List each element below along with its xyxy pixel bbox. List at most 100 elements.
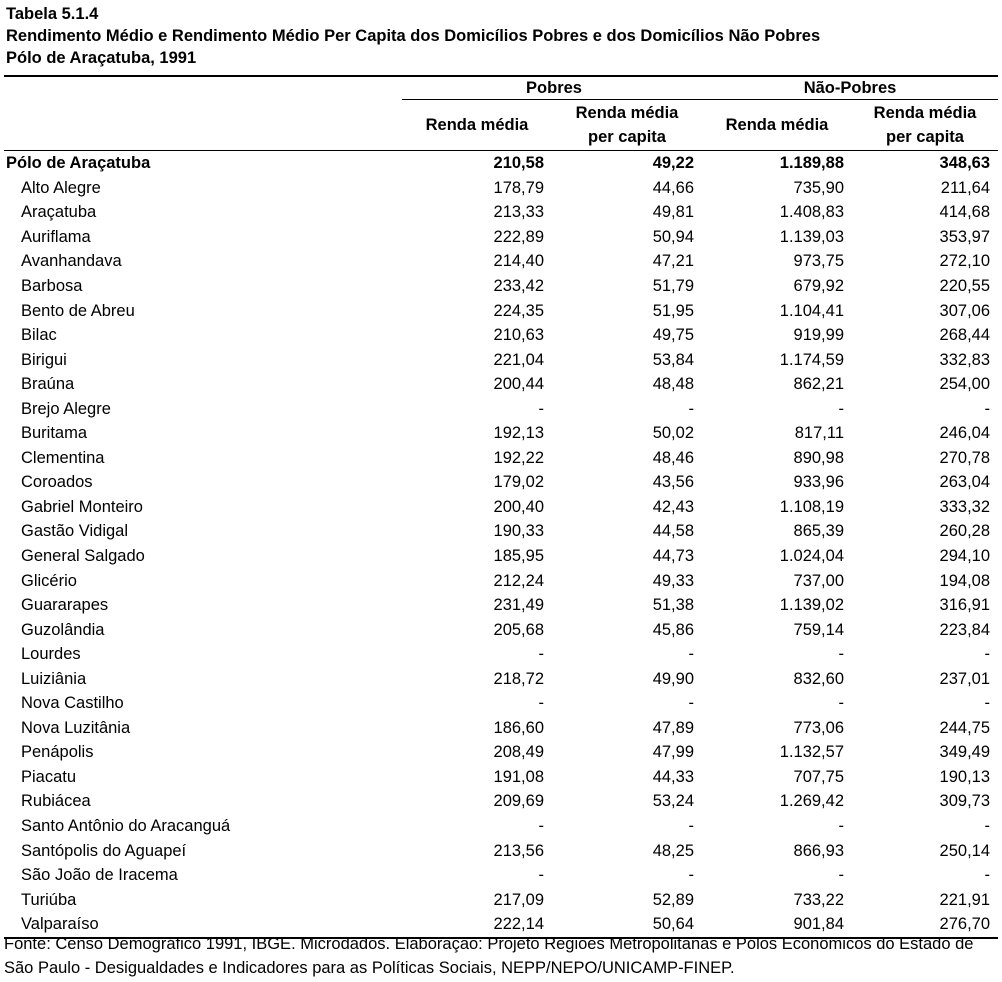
cell-pobres-per-capita: 53,84	[652, 350, 694, 369]
cell-nao-pobres-per-capita: 353,97	[939, 227, 991, 246]
cell-nao-pobres-renda-media: -	[838, 399, 845, 418]
row-name: Luiziânia	[21, 669, 87, 688]
table-title: Rendimento Médio e Rendimento Médio Per …	[6, 27, 821, 45]
cell-pobres-renda-media: 217,09	[493, 890, 544, 909]
cell-nao-pobres-renda-media: 759,14	[793, 620, 844, 639]
cell-pobres-renda-media: 231,49	[493, 596, 544, 615]
cell-pobres-renda-media: 218,72	[493, 669, 544, 688]
row-name: Clementina	[21, 448, 105, 467]
row-name: Turiúba	[21, 890, 77, 909]
cell-pobres-renda-media: -	[538, 645, 545, 664]
cell-pobres-per-capita: 51,95	[652, 301, 694, 320]
cell-nao-pobres-renda-media: 1.132,57	[779, 743, 844, 762]
row-name: General Salgado	[21, 547, 145, 566]
cell-nao-pobres-per-capita: -	[984, 645, 991, 664]
cell-nao-pobres-renda-media: 862,21	[793, 375, 844, 394]
cell-nao-pobres-per-capita: 414,68	[939, 203, 991, 222]
table-row: Nova Luzitânia 186,60 47,89 773,06 244,75	[4, 716, 998, 741]
cell-pobres-per-capita: 49,33	[652, 571, 694, 590]
cell-nao-pobres-renda-media: 1.139,03	[779, 227, 844, 246]
cell-pobres-renda-media: 222,14	[402, 911, 552, 939]
cell-pobres-per-capita: 52,89	[652, 890, 694, 909]
cell-nao-pobres-renda-media: 901,84	[702, 911, 852, 939]
cell-nao-pobres-renda-media: 679,92	[793, 277, 844, 295]
cell-pobres-renda-media: 185,95	[493, 547, 544, 566]
row-name: Bilac	[21, 326, 57, 345]
table-row: Luiziânia 218,72 49,90 832,60 237,01	[4, 666, 998, 691]
cell-nao-pobres-per-capita: 194,08	[939, 571, 991, 590]
cell-nao-pobres-per-capita: 221,91	[939, 890, 991, 909]
table-number: Tabela 5.1.4	[6, 5, 99, 23]
cell-nao-pobres-renda-media: 1.104,41	[779, 301, 844, 320]
cell-pobres-renda-media: -	[538, 817, 545, 836]
cell-nao-pobres-per-capita: 211,64	[940, 178, 991, 197]
group-header-nao-pobres: Não-Pobres	[702, 75, 999, 100]
income-table: Pobres Não-Pobres Renda média Renda médi…	[4, 75, 999, 939]
cell-pobres-renda-media: 213,56	[493, 841, 544, 860]
row-name: Guararapes	[21, 596, 109, 615]
table-row: Brejo Alegre - - - -	[4, 396, 998, 421]
cell-pobres-per-capita: 49,22	[652, 154, 694, 173]
cell-pobres-per-capita: 51,38	[652, 596, 694, 615]
cell-nao-pobres-per-capita: -	[984, 817, 991, 836]
cell-pobres-renda-media: 210,58	[493, 154, 544, 173]
cell-nao-pobres-per-capita: 263,04	[939, 473, 991, 492]
table-row: Bento de Abreu 224,35 51,95 1.104,41 307,06	[4, 298, 998, 323]
cell-pobres-per-capita: 42,43	[652, 497, 694, 516]
cell-pobres-renda-media: 179,02	[493, 473, 544, 492]
cell-nao-pobres-per-capita: 220,55	[939, 277, 991, 295]
cell-nao-pobres-renda-media: 1.269,42	[779, 792, 844, 811]
cell-nao-pobres-renda-media: 773,06	[793, 718, 844, 737]
cell-nao-pobres-renda-media: 1.408,83	[779, 203, 844, 222]
cell-nao-pobres-renda-media: -	[838, 694, 845, 713]
cell-pobres-renda-media: -	[538, 399, 545, 418]
table-row: Buritama 192,13 50,02 817,11 246,04	[4, 421, 998, 446]
row-name: Braúna	[21, 375, 75, 394]
row-name: Birigui	[21, 350, 67, 369]
table-row: Alto Alegre 178,79 44,66 735,90 211,64	[4, 176, 998, 201]
col-header-pobres-renda-media: Renda média	[402, 99, 552, 151]
row-name: Rubiácea	[21, 792, 91, 811]
cell-pobres-renda-media: 205,68	[493, 620, 544, 639]
table-row: Santo Antônio do Aracanguá - - - -	[4, 814, 998, 839]
cell-nao-pobres-renda-media: 1.174,59	[779, 350, 844, 369]
cell-pobres-per-capita: -	[688, 645, 695, 664]
cell-pobres-per-capita: -	[688, 866, 695, 885]
cell-nao-pobres-per-capita: -	[984, 399, 991, 418]
table-row: Turiúba 217,09 52,89 733,22 221,91	[4, 887, 998, 912]
cell-pobres-renda-media: -	[538, 694, 545, 713]
cell-nao-pobres-renda-media: -	[838, 645, 845, 664]
table-row: Braúna 200,44 48,48 862,21 254,00	[4, 372, 998, 397]
table-row: General Salgado 185,95 44,73 1.024,04 294,10	[4, 544, 998, 569]
cell-nao-pobres-per-capita: 246,04	[939, 424, 991, 443]
row-name: Guzolândia	[21, 620, 105, 639]
table-row: Gabriel Monteiro 200,40 42,43 1.108,19 333,3…	[4, 495, 998, 520]
row-name: Bento de Abreu	[21, 301, 135, 320]
source-note: Fonte: Censo Demográfico 1991, IBGE. Mic…	[4, 935, 974, 977]
table-header: Pobres Não-Pobres Renda média Renda médi…	[4, 75, 999, 151]
table-row: Gastão Vidigal 190,33 44,58 865,39 260,28	[4, 519, 998, 544]
cell-pobres-renda-media: 192,13	[493, 424, 544, 443]
cell-nao-pobres-renda-media: -	[838, 866, 845, 885]
cell-nao-pobres-renda-media: 1.189,88	[779, 154, 844, 173]
cell-pobres-renda-media: 208,49	[493, 743, 544, 762]
table-row: Nova Castilho - - - -	[4, 691, 998, 716]
row-name: Valparaíso	[4, 911, 402, 939]
cell-pobres-renda-media: 190,33	[493, 522, 544, 541]
table-row: Coroados 179,02 43,56 933,96 263,04	[4, 470, 998, 495]
cell-nao-pobres-renda-media: 737,00	[793, 571, 844, 590]
cell-nao-pobres-renda-media: 1.024,04	[779, 547, 844, 566]
cell-pobres-per-capita: 47,99	[652, 743, 694, 762]
cell-pobres-renda-media: 186,60	[493, 718, 544, 737]
cell-pobres-per-capita: 50,64	[552, 911, 702, 939]
row-name: Santo Antônio do Aracanguá	[21, 817, 231, 836]
cell-nao-pobres-per-capita: 270,78	[939, 448, 991, 467]
cell-pobres-renda-media: 191,08	[493, 767, 544, 786]
row-name: Coroados	[21, 473, 93, 492]
cell-nao-pobres-renda-media: 919,99	[793, 326, 844, 345]
cell-pobres-renda-media: 212,24	[493, 571, 544, 590]
row-name: Brejo Alegre	[21, 399, 111, 418]
cell-pobres-renda-media: 209,69	[493, 792, 544, 811]
cell-nao-pobres-per-capita: 309,73	[939, 792, 991, 811]
cell-nao-pobres-renda-media: 832,60	[793, 669, 844, 688]
